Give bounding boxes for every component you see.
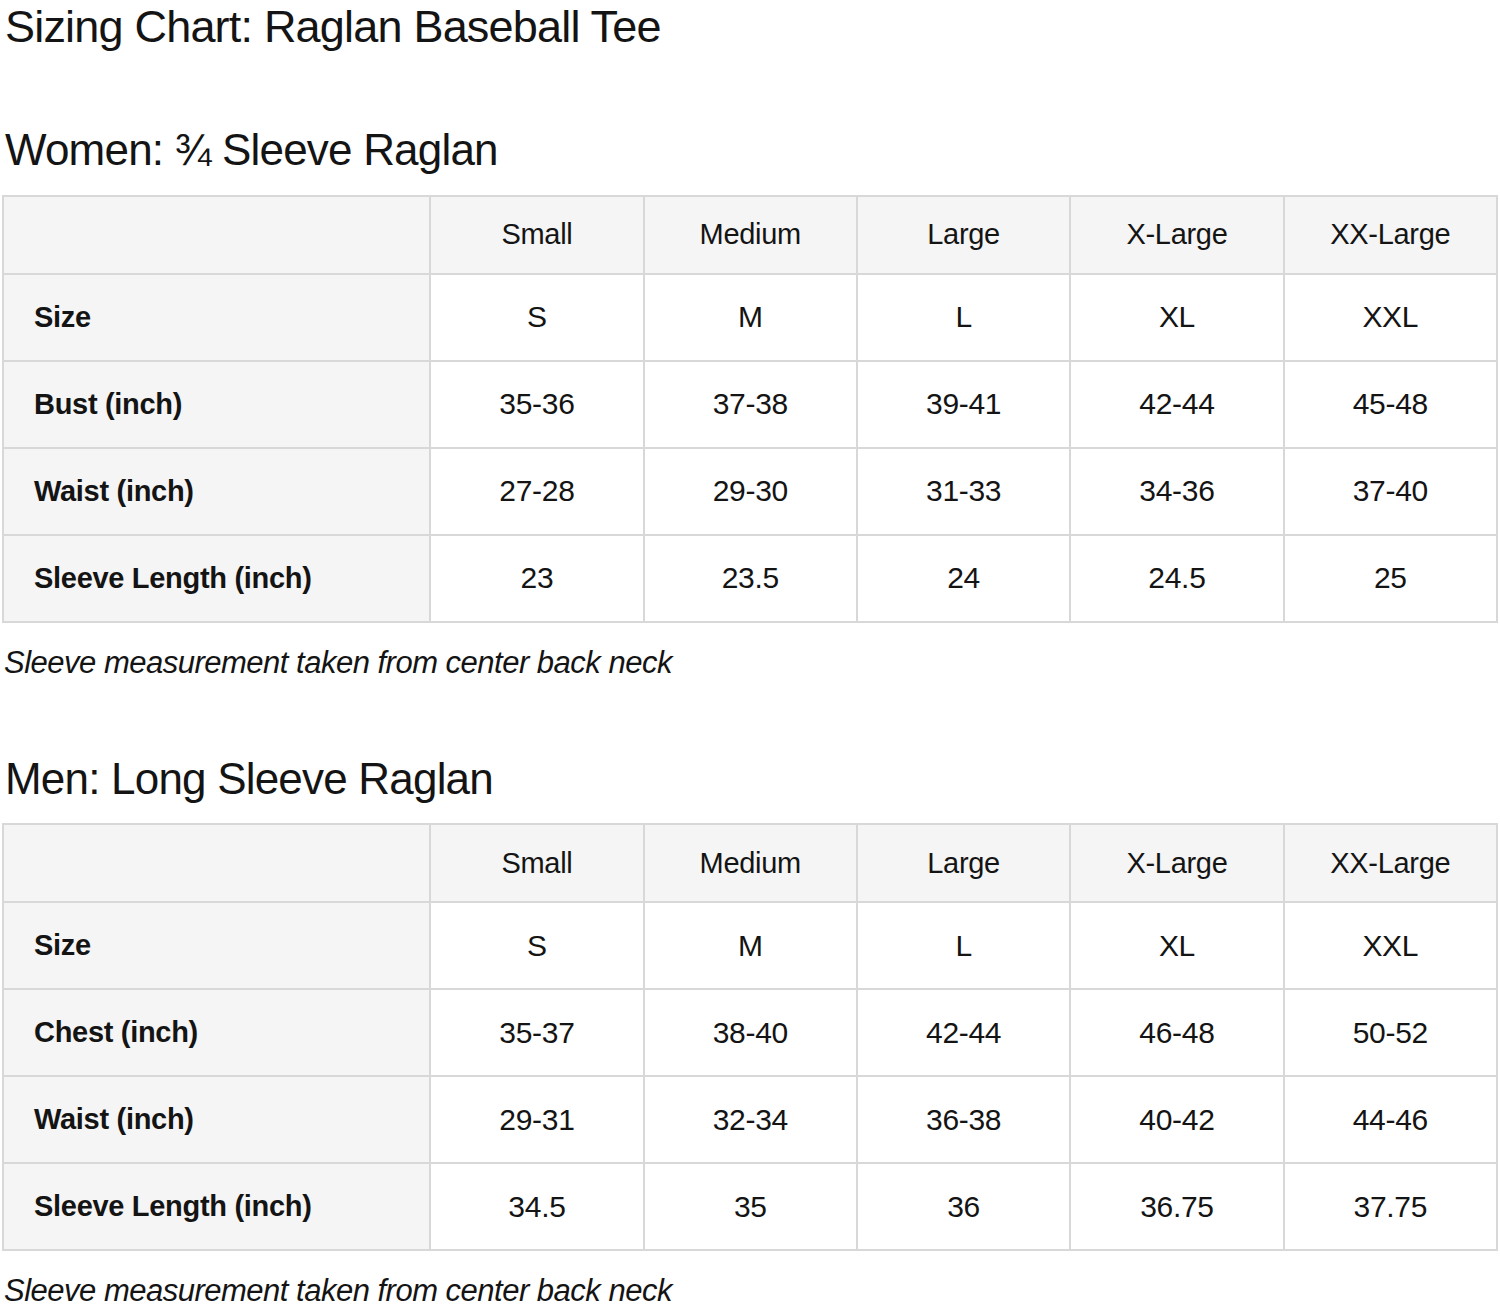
row-label: Sleeve Length (inch) bbox=[3, 1163, 430, 1250]
table-row: Chest (inch)35-3738-4042-4446-4850-52 bbox=[3, 989, 1497, 1076]
corner-cell bbox=[3, 196, 430, 274]
size-value-cell: 27-28 bbox=[430, 448, 643, 535]
table-row: Sleeve Length (inch)2323.52424.525 bbox=[3, 535, 1497, 622]
size-value-cell: XXL bbox=[1284, 902, 1497, 989]
table-row: Bust (inch)35-3637-3839-4142-4445-48 bbox=[3, 361, 1497, 448]
column-header: XX-Large bbox=[1284, 824, 1497, 902]
table-row: Waist (inch)29-3132-3436-3840-4244-46 bbox=[3, 1076, 1497, 1163]
page-title: Sizing Chart: Raglan Baseball Tee bbox=[5, 2, 1500, 52]
size-value-cell: 23.5 bbox=[644, 535, 857, 622]
size-table: SmallMediumLargeX-LargeXX-Large SizeSMLX… bbox=[2, 195, 1498, 623]
sections-container: Women: ¾ Sleeve Raglan SmallMediumLargeX… bbox=[0, 126, 1500, 1309]
size-value-cell: 36-38 bbox=[857, 1076, 1070, 1163]
table-row: Waist (inch)27-2829-3031-3334-3637-40 bbox=[3, 448, 1497, 535]
column-header: Small bbox=[430, 196, 643, 274]
size-value-cell: 32-34 bbox=[644, 1076, 857, 1163]
size-value-cell: 42-44 bbox=[1070, 361, 1283, 448]
size-table: SmallMediumLargeX-LargeXX-Large SizeSMLX… bbox=[2, 823, 1498, 1251]
size-value-cell: 31-33 bbox=[857, 448, 1070, 535]
size-value-cell: XL bbox=[1070, 274, 1283, 361]
size-value-cell: 24.5 bbox=[1070, 535, 1283, 622]
row-label: Size bbox=[3, 902, 430, 989]
size-value-cell: 38-40 bbox=[644, 989, 857, 1076]
size-value-cell: 40-42 bbox=[1070, 1076, 1283, 1163]
size-value-cell: 23 bbox=[430, 535, 643, 622]
row-label: Sleeve Length (inch) bbox=[3, 535, 430, 622]
size-value-cell: XL bbox=[1070, 902, 1283, 989]
size-section: Men: Long Sleeve Raglan SmallMediumLarge… bbox=[0, 755, 1500, 1309]
size-value-cell: 37-40 bbox=[1284, 448, 1497, 535]
size-value-cell: 42-44 bbox=[857, 989, 1070, 1076]
size-value-cell: 37-38 bbox=[644, 361, 857, 448]
table-header-row: SmallMediumLargeX-LargeXX-Large bbox=[3, 196, 1497, 274]
column-header: Small bbox=[430, 824, 643, 902]
row-label: Bust (inch) bbox=[3, 361, 430, 448]
size-value-cell: 29-31 bbox=[430, 1076, 643, 1163]
column-header: X-Large bbox=[1070, 196, 1283, 274]
size-value-cell: M bbox=[644, 902, 857, 989]
row-label: Size bbox=[3, 274, 430, 361]
table-header-row: SmallMediumLargeX-LargeXX-Large bbox=[3, 824, 1497, 902]
size-value-cell: 24 bbox=[857, 535, 1070, 622]
size-value-cell: 34-36 bbox=[1070, 448, 1283, 535]
section-heading: Men: Long Sleeve Raglan bbox=[5, 755, 1500, 803]
size-value-cell: 34.5 bbox=[430, 1163, 643, 1250]
sizing-chart-page: Sizing Chart: Raglan Baseball Tee Women:… bbox=[0, 2, 1500, 1309]
size-value-cell: 39-41 bbox=[857, 361, 1070, 448]
sleeve-measurement-note: Sleeve measurement taken from center bac… bbox=[4, 1273, 1500, 1309]
size-value-cell: 44-46 bbox=[1284, 1076, 1497, 1163]
size-value-cell: 50-52 bbox=[1284, 989, 1497, 1076]
sleeve-measurement-note: Sleeve measurement taken from center bac… bbox=[4, 645, 1500, 681]
corner-cell bbox=[3, 824, 430, 902]
size-value-cell: XXL bbox=[1284, 274, 1497, 361]
size-value-cell: 25 bbox=[1284, 535, 1497, 622]
table-row: SizeSMLXLXXL bbox=[3, 902, 1497, 989]
section-heading: Women: ¾ Sleeve Raglan bbox=[5, 126, 1500, 174]
row-label: Waist (inch) bbox=[3, 448, 430, 535]
size-value-cell: 35-36 bbox=[430, 361, 643, 448]
size-value-cell: 36 bbox=[857, 1163, 1070, 1250]
size-value-cell: 35-37 bbox=[430, 989, 643, 1076]
size-value-cell: M bbox=[644, 274, 857, 361]
size-value-cell: 37.75 bbox=[1284, 1163, 1497, 1250]
column-header: X-Large bbox=[1070, 824, 1283, 902]
column-header: Large bbox=[857, 196, 1070, 274]
table-row: SizeSMLXLXXL bbox=[3, 274, 1497, 361]
size-value-cell: L bbox=[857, 902, 1070, 989]
column-header: Medium bbox=[644, 824, 857, 902]
size-value-cell: S bbox=[430, 902, 643, 989]
size-value-cell: 29-30 bbox=[644, 448, 857, 535]
size-value-cell: 46-48 bbox=[1070, 989, 1283, 1076]
column-header: Large bbox=[857, 824, 1070, 902]
size-value-cell: L bbox=[857, 274, 1070, 361]
size-value-cell: 35 bbox=[644, 1163, 857, 1250]
size-section: Women: ¾ Sleeve Raglan SmallMediumLargeX… bbox=[0, 126, 1500, 680]
size-value-cell: S bbox=[430, 274, 643, 361]
table-row: Sleeve Length (inch)34.5353636.7537.75 bbox=[3, 1163, 1497, 1250]
row-label: Waist (inch) bbox=[3, 1076, 430, 1163]
column-header: Medium bbox=[644, 196, 857, 274]
size-value-cell: 45-48 bbox=[1284, 361, 1497, 448]
size-value-cell: 36.75 bbox=[1070, 1163, 1283, 1250]
column-header: XX-Large bbox=[1284, 196, 1497, 274]
row-label: Chest (inch) bbox=[3, 989, 430, 1076]
